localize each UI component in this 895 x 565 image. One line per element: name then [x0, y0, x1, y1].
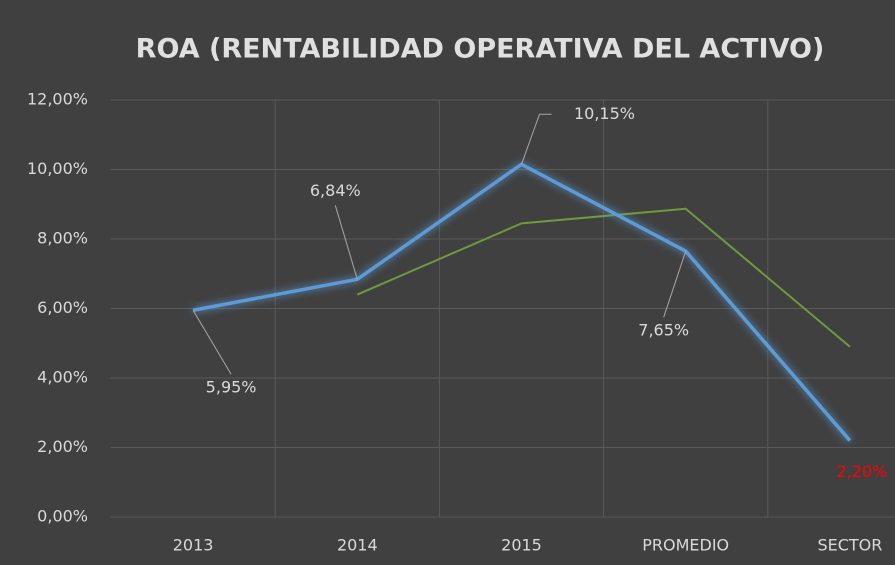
line-series — [192, 162, 852, 442]
y-tick-label: 6,00% — [37, 298, 88, 317]
x-tick-label: 2015 — [501, 536, 542, 555]
y-tick-label: 12,00% — [27, 90, 88, 109]
data-label: 5,95% — [206, 378, 257, 397]
leader-line — [334, 205, 358, 280]
chart-title: ROA (RENTABILIDAD OPERATIVA DEL ACTIVO) — [136, 34, 825, 65]
leader-line — [192, 309, 232, 375]
x-tick-label: PROMEDIO — [642, 536, 729, 555]
x-tick-label: 2014 — [337, 536, 378, 555]
data-label: 7,65% — [638, 321, 689, 340]
line-series — [356, 207, 851, 348]
leader-line — [521, 113, 552, 165]
x-tick-label: 2013 — [173, 536, 214, 555]
data-label: 10,15% — [574, 104, 635, 123]
y-tick-label: 2,00% — [37, 437, 88, 456]
y-tick-label: 8,00% — [37, 229, 88, 248]
data-label: 6,84% — [310, 181, 361, 200]
y-tick-label: 10,00% — [27, 159, 88, 178]
y-tick-label: 0,00% — [37, 507, 88, 526]
x-tick-label: SECTOR — [817, 536, 882, 555]
data-label: 2,20% — [836, 462, 887, 481]
y-tick-label: 4,00% — [37, 368, 88, 387]
leader-line — [663, 251, 687, 318]
